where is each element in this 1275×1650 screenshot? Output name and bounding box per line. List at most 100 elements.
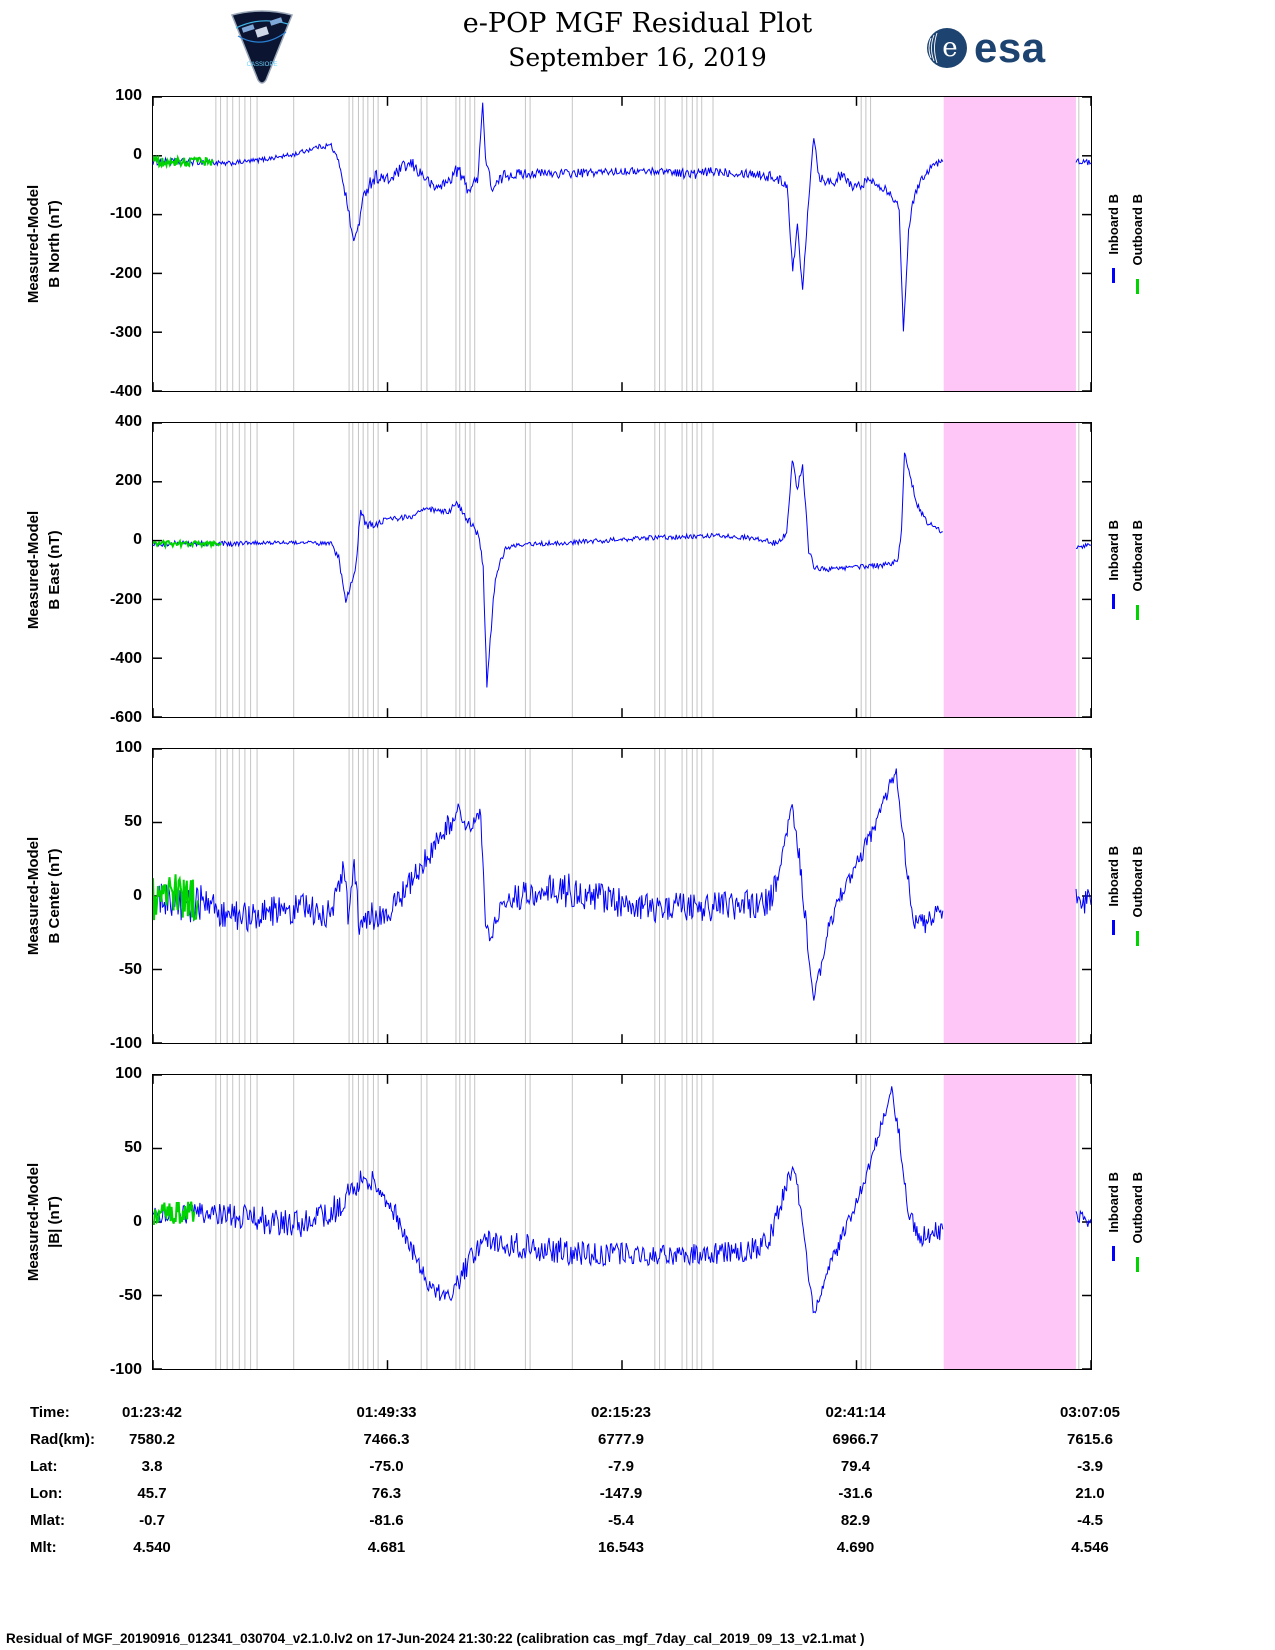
y-tick-label: -100 bbox=[109, 1035, 142, 1052]
legend-label-inboard: Inboard B bbox=[1106, 193, 1121, 255]
axis-value: -3.9 bbox=[1077, 1458, 1103, 1475]
axis-value: 21.0 bbox=[1075, 1485, 1105, 1502]
cassiope-mission-patch-icon: CASSIOPE bbox=[230, 10, 294, 84]
y-axis-title-b-east: Measured-Model B East (nT) bbox=[0, 422, 88, 718]
legend-label-outboard: Outboard B bbox=[1130, 519, 1145, 592]
y-tick-label: -50 bbox=[118, 961, 142, 978]
legend-label-inboard: Inboard B bbox=[1106, 519, 1121, 581]
page-subtitle: September 16, 2019 bbox=[508, 43, 767, 72]
y-tick-label: -200 bbox=[109, 590, 142, 608]
esa-emblem-icon: e bbox=[927, 28, 967, 68]
panel-b-magnitude: Measured-Model |B| (nT) 100 50 0 -50 -100 In… bbox=[0, 1065, 1275, 1378]
axis-value: 02:15:23 bbox=[590, 1404, 652, 1421]
y-axis-title-line1: Measured-Model bbox=[25, 836, 42, 956]
axis-value: 7580.2 bbox=[129, 1431, 175, 1448]
axis-value: 6966.7 bbox=[832, 1431, 879, 1448]
plot-area-b-magnitude bbox=[152, 1074, 1092, 1370]
legend: Inboard B Outboard B bbox=[1092, 1074, 1275, 1370]
y-axis-ticks: 100 50 0 -50 -100 bbox=[88, 1065, 152, 1378]
legend: Inboard B Outboard B bbox=[1092, 96, 1275, 392]
y-tick-label: 200 bbox=[115, 472, 142, 490]
legend-marker-inboard bbox=[1112, 920, 1115, 936]
axis-value: 01:49:33 bbox=[356, 1404, 417, 1421]
axis-value: 4.690 bbox=[836, 1539, 875, 1556]
legend: Inboard B Outboard B bbox=[1092, 748, 1275, 1044]
legend: Inboard B Outboard B bbox=[1092, 422, 1275, 718]
axis-value: -147.9 bbox=[599, 1485, 643, 1502]
axis-value: 4.540 bbox=[133, 1539, 171, 1556]
plot-stack: Measured-Model B North (nT) 100 0 -100 -200… bbox=[0, 87, 1275, 1378]
plot-svg bbox=[153, 1075, 1091, 1369]
y-tick-label: -200 bbox=[109, 264, 142, 282]
axis-row-label: Lat: bbox=[30, 1458, 58, 1475]
legend-label-inboard: Inboard B bbox=[1106, 1171, 1121, 1233]
y-tick-label: -400 bbox=[109, 649, 142, 667]
legend-label-inboard: Inboard B bbox=[1106, 845, 1121, 907]
axis-row-label: Mlt: bbox=[30, 1539, 57, 1556]
axis-table: Time: 01:23:42 01:49:33 02:15:23 02:41:14 03:… bbox=[0, 1400, 1275, 1562]
y-tick-label: 100 bbox=[115, 739, 142, 756]
axis-value: -81.6 bbox=[369, 1512, 404, 1529]
legend-label-outboard: Outboard B bbox=[1130, 1171, 1145, 1244]
axis-value: 7466.3 bbox=[363, 1431, 410, 1448]
axis-value: 6777.9 bbox=[598, 1431, 644, 1448]
plot-svg bbox=[153, 423, 1091, 717]
y-tick-label: -100 bbox=[109, 1361, 142, 1378]
y-tick-label: 0 bbox=[133, 146, 142, 164]
axis-value: 03:07:05 bbox=[1059, 1404, 1121, 1421]
plot-svg bbox=[153, 97, 1091, 391]
esa-logo: e esa bbox=[925, 26, 1046, 70]
axis-table-row: Lon: 45.7 76.3 -147.9 -31.6 21.0 bbox=[0, 1481, 1275, 1508]
axis-value: 76.3 bbox=[371, 1485, 402, 1502]
axis-table-row: Time: 01:23:42 01:49:33 02:15:23 02:41:14 03:… bbox=[0, 1400, 1275, 1427]
legend-marker-outboard bbox=[1136, 279, 1139, 295]
y-tick-label: -50 bbox=[118, 1287, 142, 1304]
legend-label-outboard: Outboard B bbox=[1130, 845, 1145, 918]
y-tick-label: -400 bbox=[109, 383, 142, 400]
y-tick-label: 100 bbox=[115, 1065, 142, 1082]
panel-b-east: Measured-Model B East (nT) 400 200 0 -200 -4… bbox=[0, 413, 1275, 726]
y-axis-title-line1: Measured-Model bbox=[25, 510, 42, 630]
panel-b-north: Measured-Model B North (nT) 100 0 -100 -200… bbox=[0, 87, 1275, 400]
y-axis-ticks: 400 200 0 -200 -400 -600 bbox=[88, 413, 152, 726]
y-axis-title-b-center: Measured-Model B Center (nT) bbox=[0, 748, 88, 1044]
plot-area-b-center bbox=[152, 748, 1092, 1044]
axis-value: -7.9 bbox=[608, 1458, 634, 1475]
y-axis-ticks: 100 50 0 -50 -100 bbox=[88, 739, 152, 1052]
y-axis-title-b-north: Measured-Model B North (nT) bbox=[0, 96, 88, 392]
y-tick-label: 50 bbox=[124, 1139, 142, 1156]
axis-value: -5.4 bbox=[608, 1512, 634, 1529]
y-tick-label: 400 bbox=[115, 413, 142, 430]
legend-marker-outboard bbox=[1136, 605, 1139, 621]
axis-table-row: Rad(km): 7580.2 7466.3 6777.9 6966.7 7615.6 bbox=[0, 1427, 1275, 1454]
y-tick-label: 50 bbox=[124, 813, 142, 830]
y-tick-label: -300 bbox=[109, 323, 142, 341]
axis-row-label: Mlat: bbox=[30, 1512, 65, 1529]
y-axis-title-line2: B Center (nT) bbox=[46, 848, 63, 944]
axis-table-row: Mlat: -0.7 -81.6 -5.4 82.9 -4.5 bbox=[0, 1508, 1275, 1535]
axis-value: 45.7 bbox=[137, 1485, 167, 1502]
axis-value: -75.0 bbox=[369, 1458, 404, 1475]
y-axis-title-line1: Measured-Model bbox=[25, 1162, 42, 1282]
y-tick-label: 100 bbox=[115, 87, 142, 104]
y-axis-title-b-magnitude: Measured-Model |B| (nT) bbox=[0, 1074, 88, 1370]
header: CASSIOPE e-POP MGF Residual Plot Septemb… bbox=[0, 0, 1275, 96]
axis-value: 01:23:42 bbox=[121, 1404, 183, 1421]
axis-value: 4.681 bbox=[367, 1539, 406, 1556]
plot-area-b-north bbox=[152, 96, 1092, 392]
y-axis-title-line2: B North (nT) bbox=[46, 200, 63, 288]
axis-table-row: Lat: 3.8 -75.0 -7.9 79.4 -3.9 bbox=[0, 1454, 1275, 1481]
axis-value: 02:41:14 bbox=[825, 1404, 886, 1421]
plot-svg bbox=[153, 749, 1091, 1043]
legend-marker-inboard bbox=[1112, 1246, 1115, 1262]
y-axis-title-line2: |B| (nT) bbox=[46, 1196, 63, 1248]
axis-value: 16.543 bbox=[598, 1539, 644, 1556]
axis-value: 79.4 bbox=[840, 1458, 871, 1475]
legend-label-outboard: Outboard B bbox=[1130, 193, 1145, 266]
y-axis-ticks: 100 0 -100 -200 -300 -400 bbox=[88, 87, 152, 400]
y-tick-label: 0 bbox=[133, 1213, 142, 1230]
axis-value: 3.8 bbox=[141, 1458, 163, 1475]
axis-value: -31.6 bbox=[838, 1485, 873, 1502]
axis-value: -4.5 bbox=[1077, 1512, 1103, 1529]
y-tick-label: -600 bbox=[109, 709, 142, 726]
